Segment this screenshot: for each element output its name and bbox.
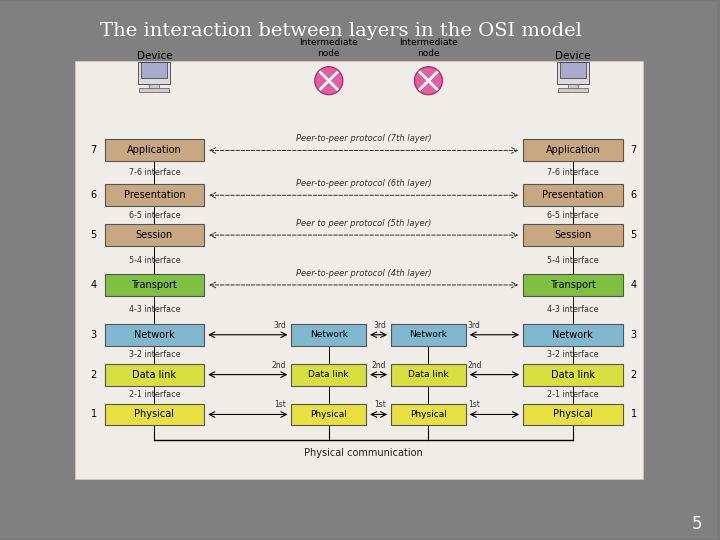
- Text: 6-5 interface: 6-5 interface: [547, 211, 598, 220]
- Bar: [104, 363, 204, 386]
- Text: 6: 6: [91, 190, 96, 200]
- Text: Data link: Data link: [132, 369, 176, 380]
- Bar: [75, 61, 643, 479]
- Text: 6: 6: [631, 190, 636, 200]
- Text: 2nd: 2nd: [272, 361, 287, 369]
- Text: 2: 2: [91, 369, 96, 380]
- Circle shape: [315, 67, 343, 94]
- Text: 4: 4: [631, 280, 636, 290]
- Text: Physical communication: Physical communication: [305, 448, 423, 458]
- Bar: [104, 184, 204, 206]
- Text: 7-6 interface: 7-6 interface: [129, 168, 180, 177]
- Bar: [523, 184, 623, 206]
- Bar: [568, 84, 578, 89]
- Text: 3-2 interface: 3-2 interface: [547, 350, 598, 359]
- Bar: [560, 62, 586, 78]
- Text: 7: 7: [91, 145, 96, 156]
- Text: Data link: Data link: [551, 369, 595, 380]
- Text: Network: Network: [410, 330, 447, 339]
- Bar: [104, 139, 204, 161]
- Text: 5-4 interface: 5-4 interface: [129, 255, 180, 265]
- Bar: [391, 324, 466, 346]
- Text: Physical: Physical: [135, 409, 174, 420]
- Text: Peer-to-peer protocol (6th layer): Peer-to-peer protocol (6th layer): [296, 179, 431, 188]
- Text: 4-3 interface: 4-3 interface: [547, 305, 598, 314]
- Text: The interaction between layers in the OSI model: The interaction between layers in the OS…: [99, 22, 582, 40]
- Text: 5: 5: [631, 230, 637, 240]
- Bar: [292, 363, 366, 386]
- Text: 1st: 1st: [274, 401, 287, 409]
- Text: Presentation: Presentation: [124, 190, 185, 200]
- Bar: [138, 62, 171, 84]
- Text: 4: 4: [91, 280, 96, 290]
- Text: 1: 1: [91, 409, 96, 420]
- Text: 4-3 interface: 4-3 interface: [129, 305, 180, 314]
- Text: Intermediate
node: Intermediate node: [399, 38, 458, 58]
- Text: Data link: Data link: [408, 370, 449, 379]
- Text: 7: 7: [631, 145, 637, 156]
- Text: Session: Session: [554, 230, 592, 240]
- Text: 3rd: 3rd: [373, 321, 386, 330]
- Text: 7-6 interface: 7-6 interface: [547, 168, 598, 177]
- Text: 2: 2: [631, 369, 637, 380]
- Text: 6-5 interface: 6-5 interface: [129, 211, 180, 220]
- Bar: [104, 224, 204, 246]
- Text: Device
B: Device B: [555, 51, 590, 72]
- Text: 5: 5: [91, 230, 96, 240]
- Bar: [104, 324, 204, 346]
- Bar: [391, 363, 466, 386]
- Text: 3: 3: [91, 330, 96, 340]
- Bar: [523, 139, 623, 161]
- Bar: [523, 224, 623, 246]
- Text: Physical: Physical: [310, 410, 347, 419]
- Text: 2-1 interface: 2-1 interface: [547, 390, 598, 399]
- Bar: [292, 403, 366, 426]
- Text: 1st: 1st: [468, 401, 480, 409]
- Text: Peer-to-peer protocol (7th layer): Peer-to-peer protocol (7th layer): [296, 134, 431, 144]
- Bar: [523, 274, 623, 296]
- Bar: [558, 87, 588, 92]
- Text: 2-1 interface: 2-1 interface: [129, 390, 180, 399]
- Bar: [523, 324, 623, 346]
- Bar: [557, 62, 589, 84]
- Circle shape: [415, 67, 442, 94]
- Bar: [141, 62, 167, 78]
- Text: 1: 1: [631, 409, 636, 420]
- Bar: [104, 274, 204, 296]
- Text: Transport: Transport: [132, 280, 177, 290]
- Text: Application: Application: [546, 145, 600, 156]
- Text: Peer-to-peer protocol (4th layer): Peer-to-peer protocol (4th layer): [296, 269, 431, 278]
- Bar: [523, 363, 623, 386]
- Text: Transport: Transport: [550, 280, 596, 290]
- Text: Device
A: Device A: [137, 51, 172, 72]
- Bar: [140, 87, 169, 92]
- Bar: [292, 324, 366, 346]
- Text: 5-4 interface: 5-4 interface: [547, 255, 598, 265]
- Text: 2nd: 2nd: [372, 361, 386, 369]
- Text: 2nd: 2nd: [468, 361, 482, 369]
- Text: 3-2 interface: 3-2 interface: [129, 350, 180, 359]
- Bar: [523, 403, 623, 426]
- Text: 3rd: 3rd: [468, 321, 481, 330]
- Bar: [391, 403, 466, 426]
- Text: Intermediate
node: Intermediate node: [300, 38, 358, 58]
- Text: Physical: Physical: [553, 409, 593, 420]
- Text: 1st: 1st: [374, 401, 386, 409]
- Text: Physical: Physical: [410, 410, 447, 419]
- Text: Network: Network: [552, 330, 593, 340]
- Text: Session: Session: [136, 230, 173, 240]
- Text: Network: Network: [310, 330, 348, 339]
- Text: Application: Application: [127, 145, 181, 156]
- Text: Data link: Data link: [308, 370, 349, 379]
- Text: 3: 3: [631, 330, 636, 340]
- Text: 5: 5: [692, 515, 703, 533]
- Text: Presentation: Presentation: [542, 190, 603, 200]
- Bar: [104, 403, 204, 426]
- Text: Network: Network: [134, 330, 175, 340]
- Text: Peer to peer protocol (5th layer): Peer to peer protocol (5th layer): [296, 219, 431, 228]
- Text: 3rd: 3rd: [274, 321, 287, 330]
- Bar: [150, 84, 159, 89]
